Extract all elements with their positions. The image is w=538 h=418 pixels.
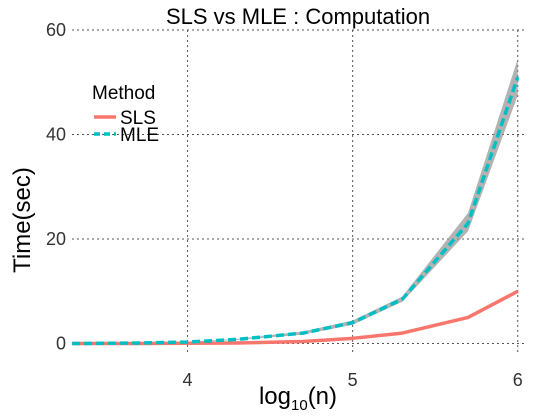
chart-title: SLS vs MLE : Computation — [166, 4, 430, 29]
line-sls — [72, 289, 519, 346]
x-tick-label: 4 — [183, 370, 193, 390]
x-axis-label-rest: (n) — [308, 383, 337, 410]
x-tick-label: 5 — [348, 370, 358, 390]
y-tick-label: 0 — [56, 334, 66, 354]
x-tick-labels: 4 5 6 — [183, 370, 523, 390]
y-tick-label: 60 — [46, 20, 66, 40]
legend-label-sls: SLS — [120, 108, 156, 129]
y-tick-label: 40 — [46, 125, 66, 145]
x-axis-label: log10(n) — [259, 383, 337, 414]
legend: Method SLS MLE — [92, 83, 159, 146]
x-axis-label-base: log — [259, 383, 291, 410]
x-tick-label: 6 — [513, 370, 523, 390]
legend-label-mle: MLE — [120, 125, 159, 146]
y-axis-label: Time(sec) — [9, 167, 36, 273]
series-lines — [72, 76, 520, 346]
line-mle — [72, 76, 520, 346]
x-axis-label-subscript: 10 — [291, 397, 308, 414]
legend-title: Method — [92, 83, 155, 104]
y-tick-label: 20 — [46, 229, 66, 249]
grid — [72, 29, 526, 354]
y-tick-labels: 0 20 40 60 — [46, 20, 66, 354]
